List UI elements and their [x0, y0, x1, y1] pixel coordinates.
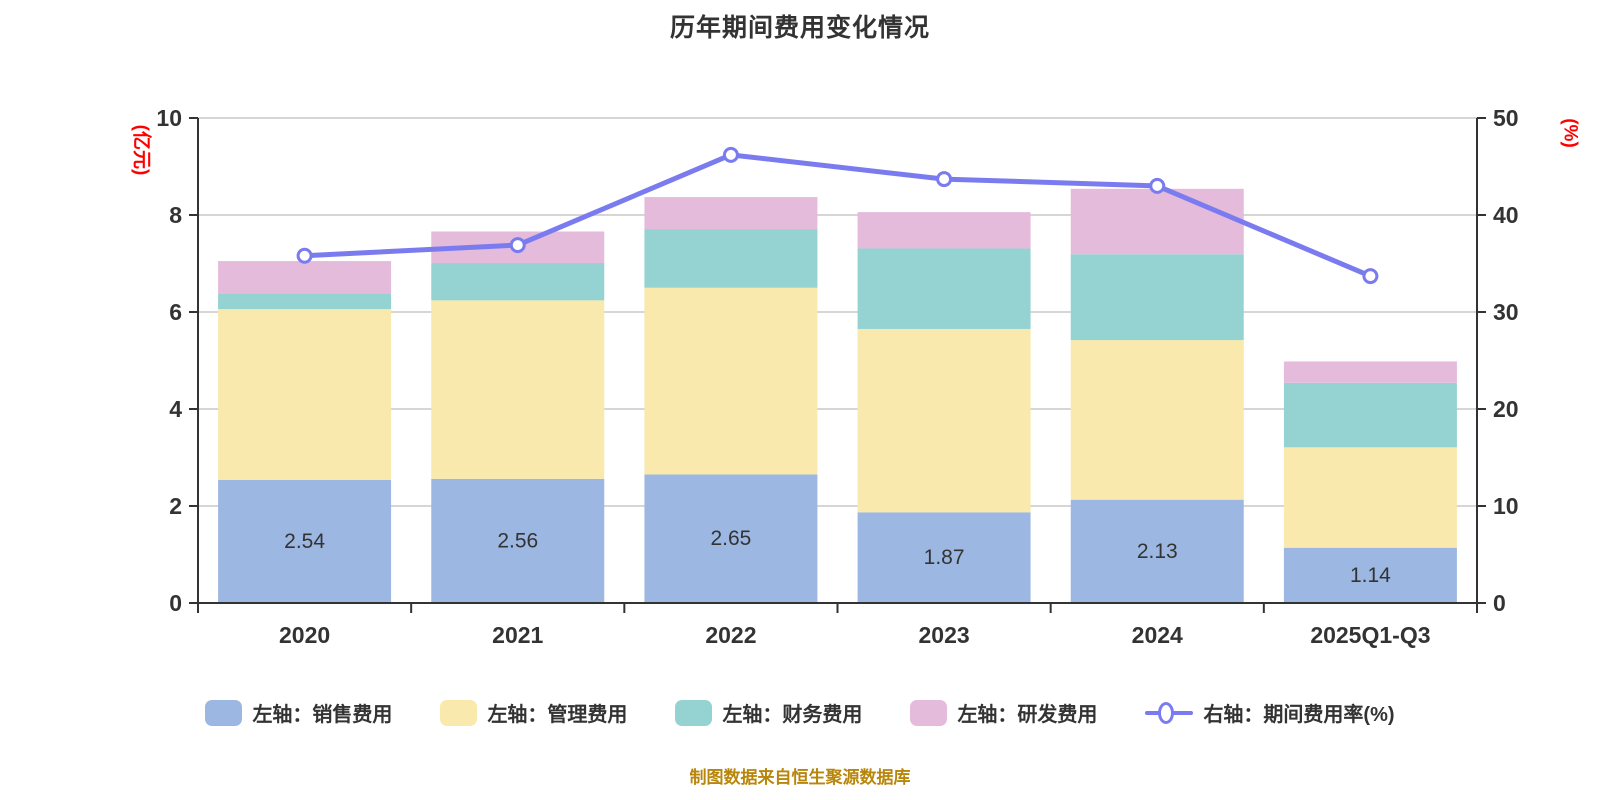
right-axis-name: (%) — [1560, 118, 1581, 148]
right-axis-tick-label: 30 — [1493, 299, 1519, 325]
bar-segment-finance-2024[interactable] — [1070, 254, 1244, 341]
rate-point-2020[interactable] — [296, 247, 313, 264]
rate-point-2024[interactable] — [1149, 177, 1166, 194]
bar-segment-sales-2020[interactable] — [218, 479, 392, 603]
bar-segment-sales-2022[interactable] — [644, 474, 818, 603]
bar-segment-rd-2023[interactable] — [857, 212, 1031, 249]
bar-segment-rd-2022[interactable] — [644, 197, 818, 230]
chart-legend: 左轴：销售费用 左轴：管理费用 左轴：财务费用 左轴：研发费用 右轴：期间费用率(%) — [0, 698, 1600, 727]
rate-point-2021[interactable] — [509, 237, 526, 254]
x-axis-label-2021: 2021 — [492, 622, 543, 648]
right-axis-tick-label: 40 — [1493, 202, 1519, 228]
bar-segment-management-2025Q1-Q3[interactable] — [1283, 447, 1457, 548]
chart-canvas: 2.54 2.56 2.65 1.87 2.13 1.14 0 2 4 6 8 10 0 10 20 30 40… — [131, 105, 1581, 648]
legend-item-sales[interactable]: 左轴：销售费用 — [205, 698, 392, 727]
legend-item-management[interactable]: 左轴：管理费用 — [440, 698, 627, 727]
bar-segment-rd-2024[interactable] — [1070, 188, 1244, 255]
legend-swatch-sales — [205, 699, 243, 726]
rate-point-2025Q1-Q3[interactable] — [1362, 268, 1379, 285]
line-marker-icon — [1145, 700, 1194, 726]
legend-label: 左轴：研发费用 — [957, 704, 1098, 726]
bar-segment-management-2024[interactable] — [1070, 340, 1244, 500]
bar-segment-finance-2022[interactable] — [644, 229, 818, 288]
left-axis-name: (亿元) — [131, 125, 154, 176]
right-axis-tick-label: 20 — [1493, 396, 1519, 422]
x-axis-label-2022: 2022 — [705, 622, 756, 648]
bar-segment-finance-2020[interactable] — [218, 293, 392, 310]
bar-segment-rd-2025Q1-Q3[interactable] — [1283, 361, 1457, 383]
rate-point-2022[interactable] — [722, 146, 739, 163]
left-axis-tick-label: 2 — [169, 493, 182, 519]
bar-segment-management-2021[interactable] — [431, 300, 605, 479]
bar-segment-sales-2023[interactable] — [857, 512, 1031, 603]
legend-swatch-finance — [675, 699, 713, 726]
left-axis-tick-label: 10 — [156, 105, 182, 131]
right-axis-tick-label: 10 — [1493, 493, 1519, 519]
x-axis-label-2025Q1-Q3: 2025Q1-Q3 — [1310, 622, 1430, 648]
legend-item-rd[interactable]: 左轴：研发费用 — [910, 698, 1097, 727]
bar-segment-management-2020[interactable] — [218, 309, 392, 480]
bar-value-label: 2.56 — [497, 529, 538, 552]
bar-segment-sales-2025Q1-Q3[interactable] — [1283, 547, 1457, 603]
bar-segment-sales-2021[interactable] — [431, 478, 605, 603]
bar-segment-management-2023[interactable] — [857, 328, 1031, 513]
legend-item-rate-line[interactable]: 右轴：期间费用率(%) — [1145, 698, 1395, 727]
bar-segment-finance-2025Q1-Q3[interactable] — [1283, 382, 1457, 448]
data-source-note: 制图数据来自恒生聚源数据库 — [689, 768, 911, 787]
x-axis-label-2020: 2020 — [279, 622, 330, 648]
legend-label: 左轴：管理费用 — [487, 704, 628, 726]
x-axis-label-2024: 2024 — [1132, 622, 1183, 648]
x-axis-label-2023: 2023 — [918, 622, 969, 648]
bar-segment-rd-2020[interactable] — [218, 261, 392, 294]
bar-value-label: 1.87 — [924, 546, 965, 569]
legend-item-finance[interactable]: 左轴：财务费用 — [675, 698, 862, 727]
left-axis-tick-label: 0 — [169, 590, 182, 616]
bar-segment-sales-2024[interactable] — [1070, 499, 1244, 603]
left-axis-tick-label: 8 — [169, 202, 182, 228]
bar-value-label: 2.54 — [284, 530, 325, 553]
right-axis-tick-label: 0 — [1493, 590, 1506, 616]
bar-value-label: 2.13 — [1137, 540, 1178, 563]
rate-point-2023[interactable] — [936, 171, 953, 188]
rate-line[interactable] — [302, 152, 1373, 279]
bar-value-label: 2.65 — [710, 527, 751, 550]
bar-value-label: 1.14 — [1350, 564, 1391, 587]
legend-label: 左轴：销售费用 — [252, 704, 393, 726]
legend-swatch-rd — [910, 699, 948, 726]
bar-segment-finance-2023[interactable] — [857, 248, 1031, 329]
legend-label: 右轴：期间费用率(%) — [1203, 704, 1395, 726]
line-marker-dot — [1158, 701, 1175, 724]
chart-title: 历年期间费用变化情况 — [669, 14, 930, 42]
left-axis-tick-label: 4 — [169, 396, 182, 422]
bar-segment-finance-2021[interactable] — [431, 263, 605, 301]
bar-segment-management-2022[interactable] — [644, 287, 818, 475]
left-axis-tick-label: 6 — [169, 299, 182, 325]
right-axis-tick-label: 50 — [1493, 105, 1519, 131]
legend-label: 左轴：财务费用 — [722, 704, 863, 726]
legend-swatch-management — [440, 699, 478, 726]
